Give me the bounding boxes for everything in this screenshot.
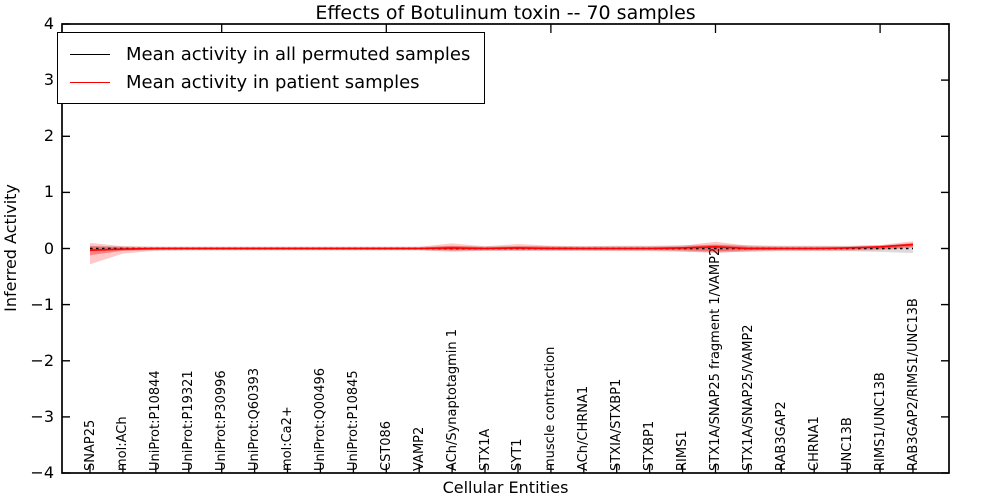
legend-label-patient: Mean activity in patient samples <box>126 71 420 93</box>
x-tick-label: UNC13B <box>839 417 855 471</box>
legend: Mean activity in all permuted samples Me… <box>57 32 486 104</box>
y-tick-label: 3 <box>43 70 54 90</box>
x-tick-label: mol:ACh <box>115 416 131 471</box>
x-tick-label: VAMP2 <box>411 426 427 471</box>
legend-entry-permuted: Mean activity in all permuted samples <box>70 40 470 68</box>
x-tick-label: UniProt:Q00496 <box>312 367 328 471</box>
x-tick-label: UniProt:Q60393 <box>247 367 263 471</box>
y-tick-label: −4 <box>30 463 54 482</box>
black-line-icon <box>70 53 110 55</box>
x-tick-label: CHRNA1 <box>806 416 822 471</box>
legend-entry-patient: Mean activity in patient samples <box>70 68 470 96</box>
x-tick-label: CST086 <box>378 420 394 471</box>
x-tick-label: UniProt:P19321 <box>181 370 197 471</box>
y-tick-label: 4 <box>43 14 54 33</box>
y-tick-label: 0 <box>43 238 54 258</box>
x-tick-label: SNAP25 <box>82 419 98 471</box>
patient-mean-line <box>89 243 914 251</box>
y-tick-label: −1 <box>30 294 54 314</box>
x-tick-label: UniProt:P10844 <box>148 370 164 471</box>
x-tick-label: SYT1 <box>510 438 526 471</box>
x-tick-label: mol:Ca2+ <box>280 406 296 471</box>
x-tick-label: STXBP1 <box>642 420 658 471</box>
x-tick-label: RIMS1/UNC13B <box>872 372 888 471</box>
x-tick-label: STX1A/SNAP25 fragment 1/VAMP2 <box>707 247 723 471</box>
x-tick-label: RIMS1 <box>675 430 691 471</box>
x-tick-label: muscle contraction <box>543 346 559 471</box>
x-tick-label: STX1A <box>477 428 493 471</box>
y-tick-label: −3 <box>30 406 54 426</box>
y-tick-label: 2 <box>43 126 54 146</box>
x-tick-label: RAB3GAP2/RIMS1/UNC13B <box>905 298 921 471</box>
x-tick-label: ACh/Synaptotagmin 1 <box>444 328 460 471</box>
x-axis-label: Cellular Entities <box>442 478 569 497</box>
patient-samples-std-inner-band <box>90 242 913 256</box>
x-tick-label: RAB3GAP2 <box>773 401 789 471</box>
legend-label-permuted: Mean activity in all permuted samples <box>126 43 471 65</box>
y-tick-label: 1 <box>43 182 54 202</box>
y-tick-label: −2 <box>30 350 54 370</box>
patient-samples-std-outer-band <box>90 241 913 265</box>
x-tick-label: ACh/CHRNA1 <box>576 385 592 471</box>
x-tick-label: UniProt:P10845 <box>345 370 361 471</box>
x-tick-label: STXIA/STXBP1 <box>609 378 625 471</box>
chart-title: Effects of Botulinum toxin -- 70 samples <box>315 2 696 24</box>
x-tick-label: STX1A/SNAP25/VAMP2 <box>740 324 756 471</box>
permuted-samples-std-band <box>90 244 913 253</box>
x-tick-label: UniProt:P30996 <box>214 370 230 471</box>
red-line-icon <box>70 81 110 83</box>
